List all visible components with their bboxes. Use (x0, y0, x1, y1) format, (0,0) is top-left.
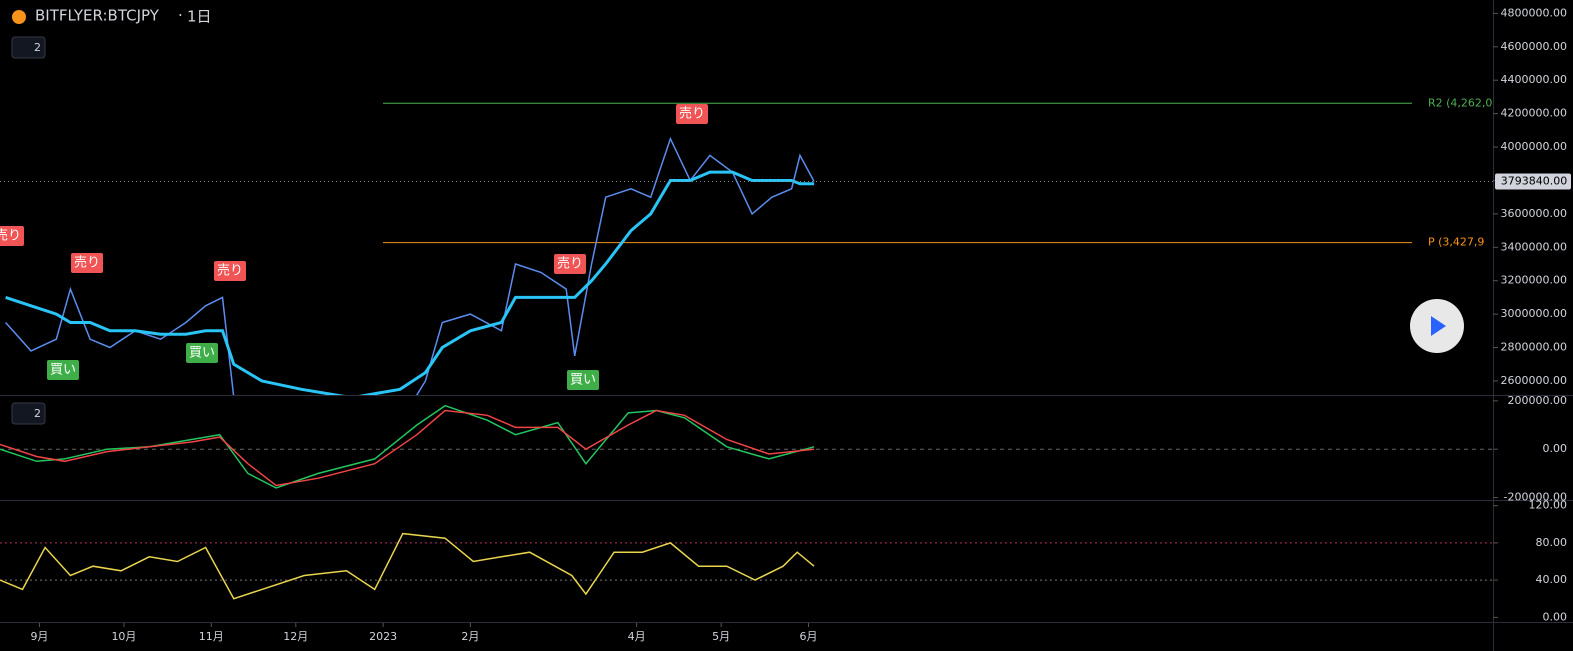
signal-badge (554, 254, 586, 274)
signal-label: 売り (0, 228, 21, 244)
y-tick-label: 3600000.00 (1501, 207, 1567, 220)
signal-label: 売り (679, 106, 705, 122)
signal-badge (47, 360, 79, 380)
x-tick-label: 10月 (111, 630, 136, 643)
y-tick-label: 80.00 (1536, 536, 1568, 549)
signal-label: 買い (50, 363, 76, 378)
y-tick-label: 200000.00 (1508, 394, 1568, 407)
plot (0, 532, 1493, 600)
series-line (0, 409, 815, 487)
pivot-label: P (3,427,9 (1428, 236, 1484, 249)
pivot-label: R2 (4,262,0 (1428, 96, 1492, 109)
play-button[interactable] (1410, 299, 1464, 353)
series-line (0, 404, 815, 489)
y-tick-label: 120.00 (1529, 499, 1568, 512)
x-tick-label: 4月 (628, 630, 646, 643)
series-line (0, 532, 815, 600)
y-tick-label: -200000.00 (1504, 491, 1567, 504)
signal-badge (71, 253, 103, 273)
x-tick-label: 6月 (799, 630, 817, 643)
y-tick-label: 4600000.00 (1501, 40, 1567, 53)
badge: 2 (34, 407, 41, 420)
x-tick-label: 5月 (712, 630, 730, 643)
signal-badge (186, 343, 218, 363)
signal-label: 買い (189, 346, 215, 361)
series-line (5, 170, 815, 395)
y-tick-label: 2600000.00 (1501, 374, 1567, 387)
signal-label: 売り (74, 255, 100, 271)
collapse-button[interactable]: 2 (11, 36, 46, 59)
y-tick-label: 40.00 (1536, 573, 1568, 586)
signal-label: 買い (570, 373, 596, 388)
signal-badge (676, 104, 708, 124)
plot (5, 102, 1412, 395)
x-tick-label: 9月 (30, 630, 48, 643)
symbol-title: BITFLYER:BTCJPY (35, 7, 160, 25)
x-tick-label: 12月 (283, 630, 308, 643)
signal-label: 売り (557, 256, 583, 272)
x-tick-label: 2月 (461, 630, 479, 643)
signal-badge (567, 370, 599, 390)
last-price-tag (1495, 173, 1571, 190)
y-tick-label: 2800000.00 (1501, 341, 1567, 354)
collapse-button[interactable]: 2 (11, 402, 46, 425)
y-tick-label: 0.00 (1543, 610, 1568, 623)
separator: · (178, 7, 183, 25)
plot (0, 404, 1493, 489)
y-tick-label: 4400000.00 (1501, 73, 1567, 86)
y-tick-label: 4000000.00 (1501, 140, 1567, 153)
y-tick-label: 0.00 (1543, 442, 1568, 455)
badge: 2 (34, 41, 41, 54)
signal-badge (0, 226, 24, 246)
last-price-label: 3793840.00 (1501, 174, 1567, 187)
signal-badge (214, 261, 246, 281)
symbol-icon (12, 10, 26, 24)
x-tick-label: 2023 (369, 630, 397, 643)
interval: 1日 (187, 8, 212, 26)
y-tick-label: 3200000.00 (1501, 274, 1567, 287)
y-tick-label: 3000000.00 (1501, 307, 1567, 320)
y-tick-label: 4200000.00 (1501, 107, 1567, 120)
y-tick-label: 4800000.00 (1501, 6, 1567, 19)
signal-label: 売り (217, 263, 243, 279)
y-tick-label: 3400000.00 (1501, 240, 1567, 253)
x-tick-label: 11月 (199, 630, 224, 643)
